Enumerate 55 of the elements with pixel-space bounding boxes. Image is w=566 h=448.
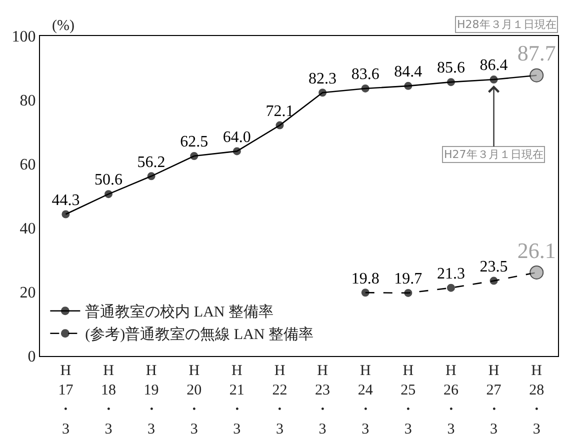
point bbox=[361, 288, 370, 297]
data-label: 85.6 bbox=[436, 60, 465, 77]
x-tick-label: H 27 ・ 3 bbox=[486, 363, 502, 438]
data-label: 83.6 bbox=[351, 66, 380, 84]
y-tick-label: 20 bbox=[20, 284, 36, 302]
x-tick-label: H 22 ・ 3 bbox=[272, 363, 288, 438]
point bbox=[147, 172, 156, 180]
x-tick-label: H 28 ・ 3 bbox=[529, 363, 544, 438]
y-tick-label: 0 bbox=[28, 348, 36, 366]
point bbox=[404, 82, 412, 90]
legend-label: 普通教室の校内 LAN 整備率 bbox=[85, 304, 274, 321]
data-label: 21.3 bbox=[436, 265, 465, 282]
x-tick-label: H 17 ・ 3 bbox=[58, 363, 74, 438]
data-label: 19.8 bbox=[351, 270, 380, 288]
data-label: 62.5 bbox=[180, 134, 208, 151]
data-label: 44.3 bbox=[52, 192, 80, 209]
y-tick-label: 60 bbox=[20, 156, 36, 174]
data-label: 50.6 bbox=[94, 172, 122, 189]
point bbox=[446, 284, 455, 292]
data-label: 56.2 bbox=[137, 154, 166, 171]
data-label: 64.0 bbox=[222, 128, 251, 146]
point bbox=[232, 147, 241, 156]
data-label: 19.7 bbox=[394, 270, 422, 288]
x-tick-label: H 26 ・ 3 bbox=[443, 363, 459, 438]
data-label: 72.1 bbox=[266, 102, 294, 120]
y-tick-label: 40 bbox=[20, 220, 36, 238]
data-label: 86.4 bbox=[480, 57, 508, 74]
x-tick-label: H 23 ・ 3 bbox=[315, 363, 330, 438]
y-tick-label: 100 bbox=[12, 28, 36, 46]
x-tick-label: H 21 ・ 3 bbox=[229, 363, 244, 438]
point bbox=[490, 276, 498, 285]
data-label: 23.5 bbox=[480, 258, 508, 276]
point bbox=[190, 152, 198, 160]
point bbox=[446, 78, 455, 86]
x-tick-label: H 25 ・ 3 bbox=[400, 363, 416, 438]
data-label: 82.3 bbox=[308, 70, 337, 88]
y-tick-label: 80 bbox=[20, 92, 36, 110]
data-label: 87.7 bbox=[517, 40, 556, 66]
data-label: 26.1 bbox=[517, 238, 556, 263]
text: H28年３月１日現在 bbox=[457, 18, 556, 31]
point bbox=[276, 121, 284, 130]
point bbox=[104, 190, 112, 198]
annotation: H27年３月１日現在 bbox=[444, 148, 544, 161]
x-tick-label: H 18 ・ 3 bbox=[101, 363, 116, 438]
y-axis-title: (%) bbox=[52, 18, 74, 34]
x-tick-label: H 20 ・ 3 bbox=[186, 363, 202, 438]
point bbox=[490, 76, 498, 84]
point bbox=[361, 84, 370, 92]
x-tick-label: H 19 ・ 3 bbox=[144, 363, 159, 438]
legend-label: (参考)普通教室の無線 LAN 整備率 bbox=[85, 326, 314, 344]
point bbox=[62, 210, 70, 218]
x-tick-label: H 24 ・ 3 bbox=[358, 363, 374, 438]
point bbox=[404, 288, 412, 297]
point bbox=[318, 88, 327, 97]
data-label: 84.4 bbox=[394, 64, 422, 81]
